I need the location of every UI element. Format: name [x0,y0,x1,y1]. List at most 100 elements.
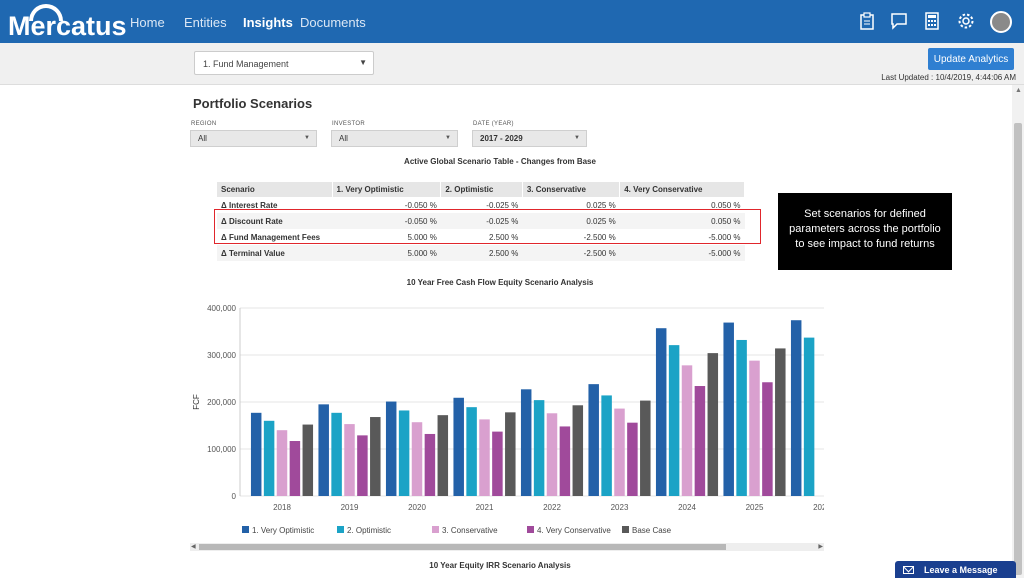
chart-bar [627,422,638,496]
table-cell: Δ Discount Rate [217,213,332,229]
legend-swatch [432,526,439,533]
chart-bar [775,348,786,496]
leave-message-button[interactable]: Leave a Message [895,561,1016,578]
chart-bar [533,400,545,496]
chart-bar [694,386,706,496]
chart-bar [302,424,314,496]
scroll-up-icon[interactable]: ▲ [1015,87,1022,94]
table-cell[interactable]: 0.025 % [586,200,616,210]
user-avatar[interactable] [990,11,1012,33]
chart-bar [398,410,410,496]
column-header: 1. Very Optimistic [332,182,442,197]
x-tick-label: 2020 [408,503,426,512]
table-row[interactable]: Δ Fund Management Fees 5.000 % 2.500 % -… [217,229,745,245]
chart-bar [546,413,558,496]
table-cell[interactable]: -0.050 % [332,213,441,229]
nav-insights[interactable]: Insights [243,15,293,30]
date-year-select[interactable]: 2017 - 2029 ▼ [472,130,587,147]
chart-bar [453,397,464,496]
y-tick-label: 300,000 [207,351,236,360]
nav-entities[interactable]: Entities [184,15,227,30]
table-row[interactable]: Δ Interest Rate -0.050 % -0.025 % 0.025 … [217,197,745,213]
y-tick-label: 100,000 [207,445,236,454]
chart-bar [668,345,680,496]
table-cell: Δ Fund Management Fees [221,232,321,242]
chart-bar [276,430,288,496]
table-cell[interactable]: -0.025 % [440,213,523,229]
chart-bar [559,426,571,496]
mail-icon [903,565,914,574]
vertical-scrollbar[interactable]: ▲ [1012,85,1024,578]
legend-swatch [337,526,344,533]
x-tick-label: 2018 [273,503,291,512]
fcf-bar-chart: 0 100,000 200,000 300,000 400,000 FCF 2018 2019… [192,304,824,535]
legend-swatch [527,526,534,533]
table-cell[interactable]: -2.500 % [583,232,616,242]
table-cell[interactable]: 5.000 % [332,245,441,261]
table-cell[interactable]: -5.000 % [708,232,741,242]
table-cell[interactable]: -5.000 % [619,245,745,261]
table-row[interactable]: Δ Terminal Value 5.000 % 2.500 % -2.500 … [217,245,745,261]
date-year-value: 2017 - 2029 [480,134,523,143]
table-cell[interactable]: 0.050 % [711,200,741,210]
calculator-icon[interactable] [923,12,941,30]
table-cell[interactable]: 0.025 % [522,213,620,229]
chart-bar [588,384,599,496]
chart-bar [357,435,368,496]
y-axis-label: FCF [192,394,201,410]
clipboard-icon[interactable] [858,12,876,30]
logo-arc-icon [29,4,63,21]
nav-home[interactable]: Home [130,15,165,30]
table-cell[interactable]: 0.050 % [619,213,745,229]
region-select[interactable]: All ▼ [190,130,317,147]
caret-down-icon: ▼ [304,135,310,141]
table-cell[interactable]: 5.000 % [407,232,437,242]
update-analytics-button[interactable]: Update Analytics [928,48,1014,70]
chart-bar [505,412,516,496]
table-row[interactable]: Δ Discount Rate -0.050 % -0.025 % 0.025 … [217,213,745,229]
chart-title: 10 Year Free Cash Flow Equity Scenario A… [406,278,594,287]
chart-bar [466,407,477,496]
chart-bar [479,419,490,496]
legend-label: 4. Very Conservative [537,526,611,535]
leave-message-label: Leave a Message [924,564,998,575]
table-cell[interactable]: 2.500 % [440,245,523,261]
x-tick-label: 2019 [341,503,359,512]
scroll-left-icon[interactable]: ◀ [191,544,196,550]
app-logo[interactable]: Mercatus [8,11,127,41]
chart-horizontal-scrollbar[interactable]: ◀ ▶ [190,543,824,551]
chart-bar [318,404,329,496]
table-cell[interactable]: 2.500 % [488,232,519,242]
table-cell[interactable]: -0.025 % [486,200,519,210]
table-cell: Δ Terminal Value [217,245,332,261]
legend-swatch [242,526,249,533]
investor-value: All [339,134,348,143]
x-tick-label: 2025 [746,503,764,512]
scroll-right-icon[interactable]: ▶ [818,544,823,550]
investor-select[interactable]: All ▼ [331,130,458,147]
scrollbar-thumb[interactable] [1014,123,1022,575]
table-cell[interactable]: -0.050 % [404,200,437,210]
chart-bar [424,433,436,496]
irr-chart-title: 10 Year Equity IRR Scenario Analysis [429,561,571,570]
chart-bar [614,408,625,496]
table-cell[interactable]: -2.500 % [522,245,620,261]
x-tick-label: 2026 [813,503,824,512]
gear-icon[interactable] [957,12,975,30]
fund-select-value: 1. Fund Management [203,59,289,69]
chart-bar [263,420,275,496]
chat-icon[interactable] [890,12,908,30]
scenario-table-title: Active Global Scenario Table - Changes f… [404,157,596,166]
chart-bar [437,415,449,496]
highlight-box [214,209,761,244]
caret-down-icon: ▼ [445,135,451,141]
date-year-label: DATE (YEAR) [473,121,514,127]
chart-bar [572,405,584,496]
chart-bar [803,337,815,496]
chart-bar [411,422,423,496]
chart-bar [250,412,262,496]
nav-documents[interactable]: Documents [300,15,366,30]
y-tick-label: 0 [232,492,237,501]
scrollbar-thumb[interactable] [199,544,726,550]
fund-select[interactable]: 1. Fund Management ▼ [194,51,374,75]
